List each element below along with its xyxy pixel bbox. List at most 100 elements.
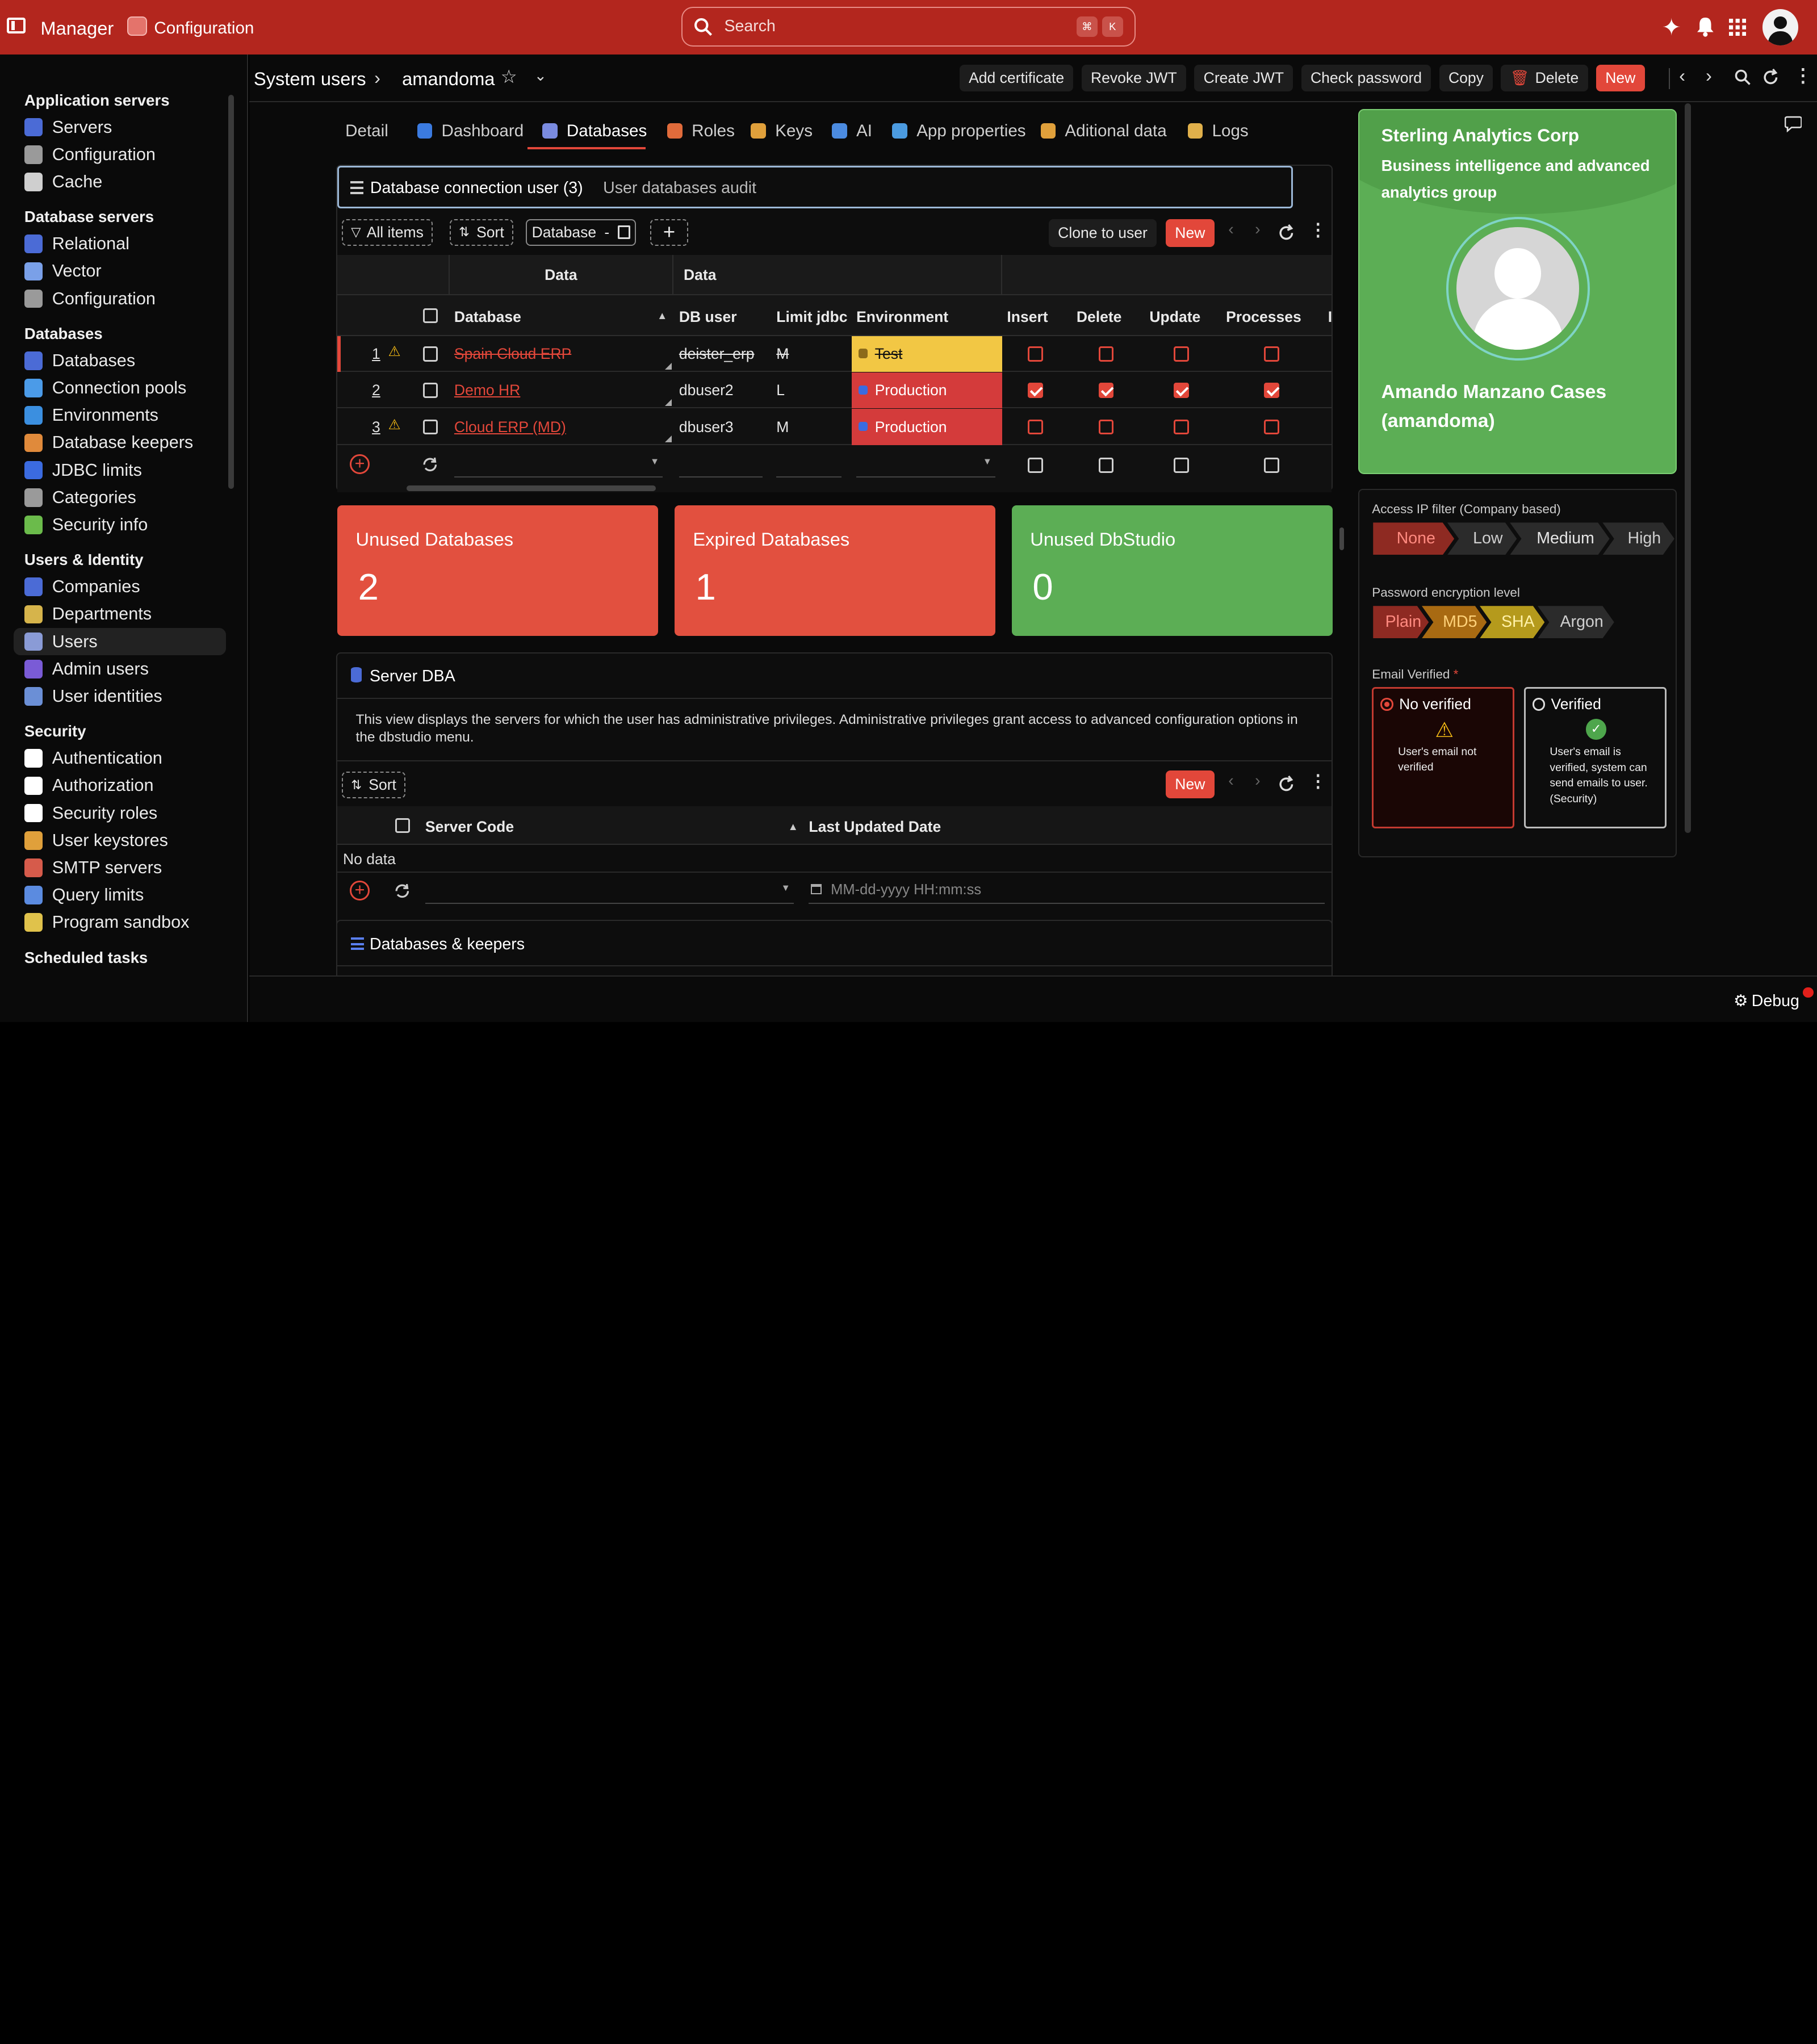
row-number[interactable]: 2	[372, 382, 380, 399]
delete-button[interactable]: 🗑 Delete	[1501, 65, 1588, 92]
apps-grid-icon[interactable]	[1728, 18, 1747, 36]
sidebar-item[interactable]: Companies	[0, 573, 247, 601]
server-next-icon[interactable]: ›	[1255, 772, 1261, 790]
server-reset-row-icon[interactable]	[393, 882, 412, 900]
tab-item[interactable]: Detail	[345, 117, 417, 145]
server-prev-icon[interactable]: ‹	[1228, 772, 1234, 790]
table-refresh-icon[interactable]	[1277, 224, 1296, 242]
row-insert-checkbox[interactable]	[1028, 346, 1043, 362]
sidebar-item[interactable]: Databases	[0, 347, 247, 374]
row-insert-checkbox[interactable]	[1028, 383, 1043, 398]
col-delete[interactable]: Delete	[1076, 308, 1122, 325]
table-more-icon[interactable]: ⋮	[1309, 220, 1327, 240]
sidebar-item[interactable]: Categories	[0, 484, 247, 511]
server-add-row-icon[interactable]: +	[350, 880, 370, 900]
search-record-icon[interactable]	[1735, 69, 1751, 86]
table-row[interactable]: 2 Demo HR dbuser2 L Production	[337, 372, 1332, 409]
new-database-select[interactable]: ▼	[454, 452, 663, 478]
row-checkbox[interactable]	[422, 346, 438, 362]
sidebar-item[interactable]: Program sandbox	[0, 909, 247, 936]
all-items-filter-button[interactable]: ▽ All items	[341, 219, 433, 246]
refresh-icon[interactable]	[1761, 68, 1780, 87]
add-filter-button[interactable]: +	[650, 219, 689, 246]
clear-filter-icon[interactable]	[617, 225, 630, 240]
sidebar-item[interactable]: User identities	[0, 682, 247, 710]
sidebar-item[interactable]: SMTP servers	[0, 854, 247, 881]
server-more-icon[interactable]: ⋮	[1309, 772, 1327, 791]
row-processes-checkbox[interactable]	[1264, 346, 1279, 362]
user-avatar[interactable]	[1762, 9, 1799, 45]
row-database-link[interactable]: Cloud ERP (MD)	[454, 418, 566, 435]
sidebar-item[interactable]: User keystores	[0, 827, 247, 854]
sidebar-item[interactable]: Authentication	[0, 745, 247, 772]
sidebar-item[interactable]: Environments	[0, 402, 247, 429]
sidebar-item[interactable]: Authorization	[0, 772, 247, 799]
content-scrollbar[interactable]	[1339, 527, 1345, 551]
row-processes-checkbox[interactable]	[1264, 383, 1279, 398]
new-processes-checkbox[interactable]	[1264, 458, 1279, 473]
kpi-card[interactable]: Unused Databases 2	[337, 505, 659, 636]
level-option[interactable]: SHA	[1480, 606, 1544, 638]
sidebar-item[interactable]: Servers	[0, 114, 247, 141]
db-new-button[interactable]: New	[1165, 219, 1215, 247]
sidebar-item[interactable]: JDBC limits	[0, 456, 247, 484]
row-delete-checkbox[interactable]	[1098, 346, 1114, 362]
check-password-button[interactable]: Check password	[1301, 65, 1431, 92]
module-name[interactable]: Configuration	[154, 18, 254, 37]
level-option[interactable]: Medium	[1510, 522, 1610, 555]
row-update-checkbox[interactable]	[1174, 346, 1189, 362]
server-code-select[interactable]: ▼	[425, 878, 794, 904]
copy-button[interactable]: Copy	[1439, 65, 1493, 92]
server-refresh-icon[interactable]	[1277, 775, 1296, 794]
row-delete-checkbox[interactable]	[1098, 419, 1114, 435]
last-updated-input[interactable]: MM-dd-yyyy HH:mm:ss	[809, 878, 1325, 904]
verified-radio[interactable]	[1532, 698, 1546, 711]
sidebar-item[interactable]: Database keepers	[0, 429, 247, 456]
table-row[interactable]: 1 ⚠ Spain Cloud ERP deister_erp M Test	[337, 336, 1332, 372]
level-option[interactable]: Plain	[1373, 606, 1429, 638]
sidebar-scrollbar[interactable]	[228, 95, 235, 489]
sidebar-item[interactable]: Configuration	[0, 285, 247, 312]
new-environment-select[interactable]: ▼	[856, 452, 995, 478]
tab-item[interactable]: AI	[832, 117, 892, 145]
select-all-checkbox[interactable]	[422, 308, 438, 324]
col-last-updated[interactable]: Last Updated Date	[809, 818, 941, 835]
create-jwt-button[interactable]: Create JWT	[1194, 65, 1293, 92]
level-option[interactable]: Argon	[1538, 606, 1614, 638]
table-prev-icon[interactable]: ‹	[1228, 220, 1234, 238]
kpi-card[interactable]: Unused DbStudio 0	[1011, 505, 1333, 636]
database-filter-chip[interactable]: Database -	[526, 219, 637, 246]
level-option[interactable]: MD5	[1422, 606, 1487, 638]
col-processes[interactable]: Processes	[1226, 308, 1301, 325]
row-update-checkbox[interactable]	[1174, 383, 1189, 398]
sidebar-toggle-icon[interactable]	[7, 17, 26, 34]
bell-icon[interactable]	[1695, 16, 1715, 37]
add-row-icon[interactable]: +	[350, 454, 370, 474]
row-insert-checkbox[interactable]	[1028, 419, 1043, 435]
row-checkbox[interactable]	[422, 383, 438, 398]
row-update-checkbox[interactable]	[1174, 419, 1189, 435]
star-icon[interactable]: ☆	[500, 66, 517, 87]
sidebar-item[interactable]: Security roles	[0, 799, 247, 827]
row-checkbox[interactable]	[422, 419, 438, 435]
new-insert-checkbox[interactable]	[1028, 458, 1043, 473]
sidebar-item[interactable]: Query limits	[0, 881, 247, 908]
add-certificate-button[interactable]: Add certificate	[959, 65, 1074, 92]
sidebar-item[interactable]: Configuration	[0, 141, 247, 168]
server-select-all-checkbox[interactable]	[395, 818, 411, 833]
table-row[interactable]: 3 ⚠ Cloud ERP (MD) dbuser3 M Production	[337, 409, 1332, 445]
level-option[interactable]: Low	[1447, 522, 1517, 555]
tab-item[interactable]: Databases	[542, 117, 667, 145]
tab-item[interactable]: Roles	[667, 117, 751, 145]
next-record-icon[interactable]: ›	[1706, 65, 1712, 86]
no-verified-radio[interactable]	[1380, 698, 1393, 711]
prev-record-icon[interactable]: ‹	[1679, 65, 1685, 86]
row-number[interactable]: 1	[372, 345, 380, 363]
level-option[interactable]: None	[1373, 522, 1454, 555]
sort-button[interactable]: ⇅ Sort	[449, 219, 514, 246]
clone-to-user-button[interactable]: Clone to user	[1048, 219, 1157, 247]
tab-item[interactable]: Logs	[1187, 117, 1269, 145]
new-limit-input[interactable]	[776, 452, 841, 478]
sidebar-item[interactable]: Connection pools	[0, 375, 247, 402]
server-sort-button[interactable]: ⇅ Sort	[341, 772, 406, 799]
